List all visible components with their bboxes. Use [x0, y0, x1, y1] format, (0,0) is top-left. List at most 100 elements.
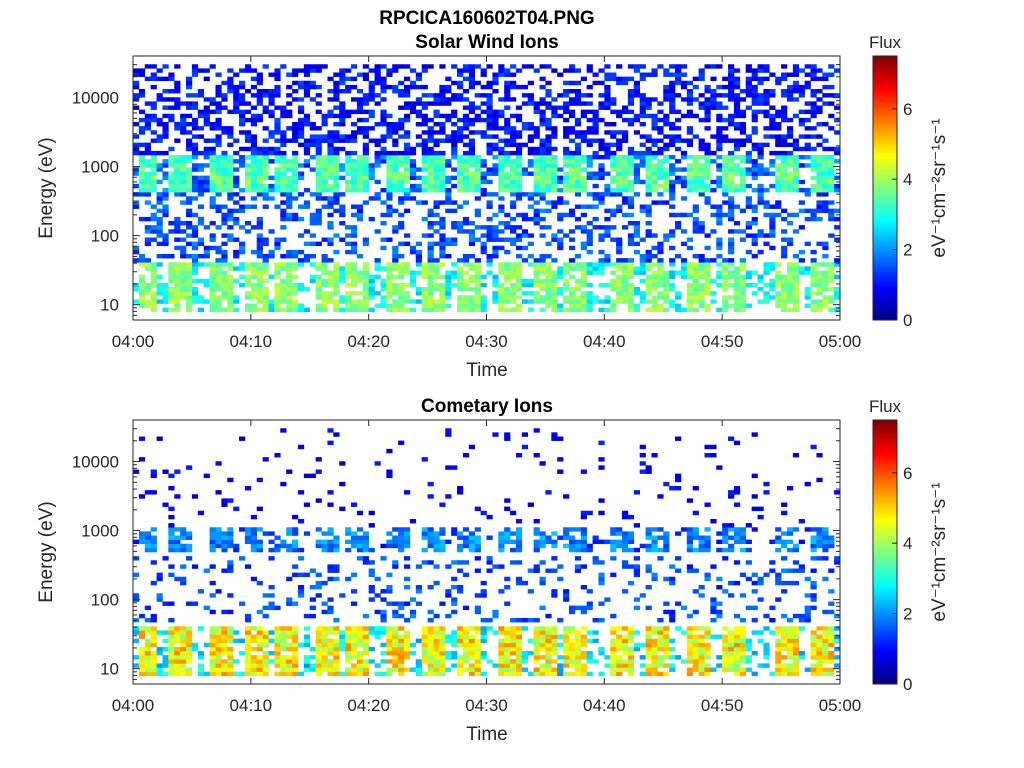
heatmap-cell [386, 634, 393, 639]
heatmap-cell [439, 221, 446, 226]
heatmap-cell [498, 303, 505, 308]
heatmap-cell [457, 163, 464, 168]
heatmap-cell [539, 208, 546, 214]
heatmap-cell [828, 93, 835, 98]
heatmap-cell [451, 663, 458, 668]
heatmap-cell [321, 667, 328, 672]
heatmap-cell [345, 667, 352, 672]
heatmap-cell [586, 117, 593, 123]
heatmap-cell [315, 146, 322, 152]
heatmap-cell [133, 134, 140, 139]
heatmap-cell [745, 249, 752, 255]
heatmap-cell [280, 254, 287, 259]
heatmap-cell [274, 605, 281, 611]
heatmap-cell [639, 258, 646, 263]
heatmap-cell [239, 113, 246, 119]
heatmap-cell [150, 159, 157, 164]
heatmap-cell [633, 64, 640, 69]
heatmap-cell [510, 80, 517, 86]
heatmap-cell [645, 138, 652, 143]
heatmap-cell [138, 89, 146, 94]
heatmap-cell [433, 163, 440, 168]
heatmap-cell [362, 539, 369, 545]
heatmap-cell [633, 233, 640, 238]
heatmap-cell [209, 270, 216, 275]
heatmap-cell [745, 233, 752, 238]
heatmap-cell [362, 155, 369, 160]
heatmap-cell [262, 155, 269, 160]
heatmap-cell [209, 196, 216, 201]
heatmap-cell [292, 514, 299, 520]
heatmap-cell [645, 278, 652, 284]
heatmap-cell [333, 179, 340, 185]
heatmap-cell [386, 282, 393, 288]
heatmap-cell [757, 93, 764, 98]
heatmap-cell [144, 192, 151, 197]
heatmap-cell [498, 295, 505, 300]
heatmap-cell [669, 126, 676, 131]
heatmap-cell [256, 287, 263, 292]
heatmap-cell [227, 295, 234, 300]
heatmap-cell [321, 634, 328, 639]
colorbar-segment [873, 201, 897, 204]
heatmap-cell [221, 274, 228, 280]
heatmap-cell [704, 258, 711, 263]
heatmap-cell [327, 663, 334, 668]
heatmap-cell [191, 64, 199, 69]
heatmap-cell [433, 564, 440, 569]
heatmap-cell [468, 241, 476, 247]
heatmap-cell [162, 254, 169, 259]
heatmap-cell [739, 97, 747, 102]
heatmap-cell [498, 68, 505, 73]
heatmap-cell [392, 64, 399, 69]
heatmap-cell [492, 291, 499, 296]
heatmap-cell [268, 659, 275, 664]
heatmap-cell [769, 287, 776, 292]
heatmap-cell [669, 142, 676, 148]
heatmap-cell [327, 651, 334, 656]
heatmap-cell [739, 282, 747, 288]
heatmap-cell [315, 262, 322, 267]
heatmap-cell [816, 200, 823, 205]
heatmap-cell [286, 642, 293, 648]
heatmap-cell [651, 113, 658, 119]
heatmap-cell [368, 630, 375, 635]
heatmap-cell [150, 642, 157, 648]
heatmap-cell [345, 295, 352, 300]
heatmap-cell [203, 109, 210, 115]
heatmap-cell [404, 630, 411, 635]
heatmap-cell [209, 655, 216, 660]
heatmap-cell [209, 122, 216, 127]
heatmap-cell [203, 76, 210, 82]
heatmap-cell [262, 278, 269, 284]
heatmap-cell [680, 97, 688, 102]
heatmap-cell [286, 192, 293, 197]
heatmap-cell [138, 126, 146, 131]
heatmap-cell [315, 667, 322, 672]
heatmap-cell [551, 109, 558, 115]
heatmap-cell [209, 101, 216, 106]
heatmap-cell [191, 245, 199, 251]
heatmap-cell [610, 299, 617, 304]
heatmap-cell [498, 72, 505, 77]
heatmap-cell [563, 282, 570, 288]
heatmap-cell [651, 307, 658, 313]
heatmap-cell [380, 630, 387, 635]
heatmap-cell [604, 97, 611, 102]
heatmap-cell [698, 229, 705, 234]
heatmap-cell [144, 113, 151, 119]
colorbar-segment [873, 95, 897, 99]
colorbar-segment [873, 82, 897, 85]
heatmap-cell [327, 282, 334, 288]
heatmap-cell [203, 163, 210, 168]
heatmap-cell [168, 634, 175, 639]
heatmap-cell [345, 274, 352, 280]
heatmap-cell [262, 651, 269, 656]
heatmap-cell [610, 150, 617, 156]
heatmap-cell [186, 262, 193, 267]
heatmap-cell [786, 295, 794, 300]
heatmap-cell [174, 634, 181, 639]
heatmap-cell [321, 531, 328, 536]
heatmap-cell [221, 175, 228, 181]
heatmap-cell [551, 163, 558, 168]
